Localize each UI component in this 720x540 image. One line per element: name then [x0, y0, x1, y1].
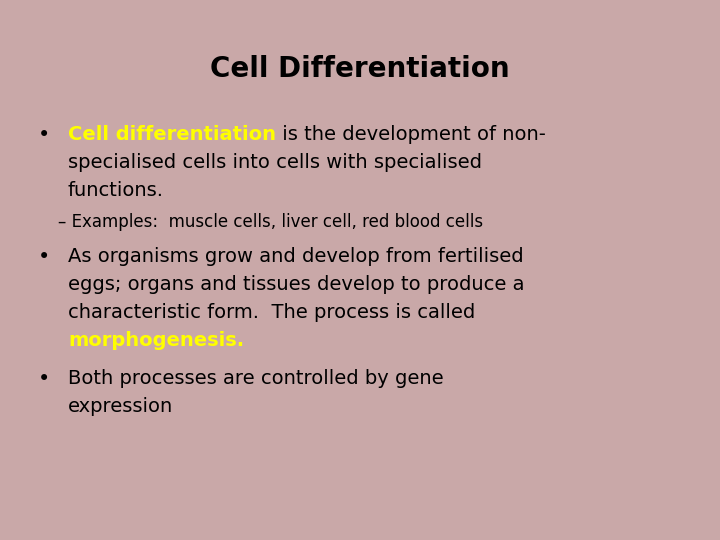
Text: Cell Differentiation: Cell Differentiation — [210, 55, 510, 83]
Text: functions.: functions. — [68, 181, 164, 200]
Text: •: • — [38, 369, 50, 389]
Text: As organisms grow and develop from fertilised: As organisms grow and develop from ferti… — [68, 247, 523, 266]
Text: Cell differentiation: Cell differentiation — [68, 125, 276, 144]
Text: •: • — [38, 247, 50, 267]
Text: Both processes are controlled by gene: Both processes are controlled by gene — [68, 369, 444, 388]
Text: expression: expression — [68, 397, 174, 416]
Text: characteristic form.  The process is called: characteristic form. The process is call… — [68, 303, 475, 322]
Text: •: • — [38, 125, 50, 145]
Text: eggs; organs and tissues develop to produce a: eggs; organs and tissues develop to prod… — [68, 275, 524, 294]
Text: specialised cells into cells with specialised: specialised cells into cells with specia… — [68, 153, 482, 172]
Text: is the development of non-: is the development of non- — [276, 125, 546, 144]
Text: morphogenesis.: morphogenesis. — [68, 331, 244, 350]
Text: – Examples:  muscle cells, liver cell, red blood cells: – Examples: muscle cells, liver cell, re… — [58, 213, 483, 231]
